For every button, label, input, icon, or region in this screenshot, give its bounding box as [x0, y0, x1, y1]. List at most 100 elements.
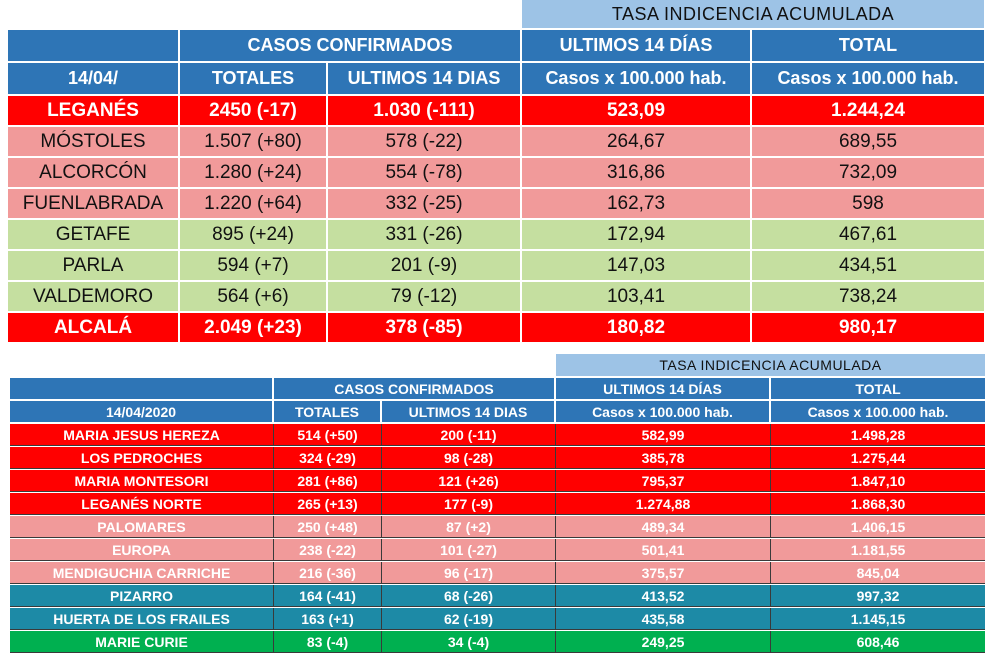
cell-tasa-total: 1.145,15: [771, 608, 985, 630]
t2-header-ultimos-14: ULTIMOS 14 DIAS: [382, 401, 556, 422]
cell-totales: 83 (-4): [274, 631, 382, 653]
cell-totales: 895 (+24): [180, 220, 328, 249]
cell-tasa-14: 523,09: [522, 96, 752, 125]
t1-header-casos-confirmados: CASOS CONFIRMADOS: [180, 30, 522, 61]
cell-ultimos-14: 331 (-26): [328, 220, 522, 249]
cell-name: LEGANÉS: [8, 96, 180, 125]
cell-name: EUROPA: [10, 539, 274, 561]
cell-tasa-total: 1.275,44: [771, 447, 985, 469]
cell-ultimos-14: 578 (-22): [328, 127, 522, 156]
cell-tasa-total: 689,55: [752, 127, 984, 156]
cell-ultimos-14: 101 (-27): [382, 539, 556, 561]
cell-ultimos-14: 201 (-9): [328, 251, 522, 280]
cell-name: LEGANÉS NORTE: [10, 493, 274, 515]
cell-tasa-14: 316,86: [522, 158, 752, 187]
cell-tasa-total: 434,51: [752, 251, 984, 280]
cell-totales: 324 (-29): [274, 447, 382, 469]
table-row: ALCORCÓN 1.280 (+24) 554 (-78) 316,86 732,09: [8, 158, 984, 187]
cell-ultimos-14: 87 (+2): [382, 516, 556, 538]
cell-ultimos-14: 554 (-78): [328, 158, 522, 187]
cell-name: ALCORCÓN: [8, 158, 180, 187]
cell-ultimos-14: 177 (-9): [382, 493, 556, 515]
table-row: EUROPA 238 (-22) 101 (-27) 501,41 1.181,55: [10, 539, 985, 561]
cell-name: MARIA MONTESORI: [10, 470, 274, 492]
cell-tasa-total: 1.868,30: [771, 493, 985, 515]
table-row: PALOMARES 250 (+48) 87 (+2) 489,34 1.406,15: [10, 516, 985, 538]
cell-tasa-total: 1.406,15: [771, 516, 985, 538]
cell-ultimos-14: 121 (+26): [382, 470, 556, 492]
cell-name: MÓSTOLES: [8, 127, 180, 156]
t2-incidence-header: TASA INDICENCIA ACUMULADA: [556, 354, 985, 376]
cell-tasa-14: 180,82: [522, 313, 752, 342]
t2-header-row-2: 14/04/2020 TOTALES ULTIMOS 14 DIAS Casos…: [10, 401, 985, 422]
cell-tasa-14: 582,99: [556, 424, 771, 446]
t2-header-casos-100k-14: Casos x 100.000 hab.: [556, 401, 771, 422]
cell-ultimos-14: 62 (-19): [382, 608, 556, 630]
cell-tasa-14: 501,41: [556, 539, 771, 561]
cell-totales: 163 (+1): [274, 608, 382, 630]
cell-tasa-total: 1.244,24: [752, 96, 984, 125]
cell-tasa-total: 608,46: [771, 631, 985, 653]
table-row: LEGANÉS 2450 (-17) 1.030 (-111) 523,09 1.244…: [8, 96, 984, 125]
t2-header-empty: [10, 378, 274, 399]
table-row: GETAFE 895 (+24) 331 (-26) 172,94 467,61: [8, 220, 984, 249]
cell-tasa-total: 467,61: [752, 220, 984, 249]
cell-name: MARIA JESUS HEREZA: [10, 424, 274, 446]
table-row: LEGANÉS NORTE 265 (+13) 177 (-9) 1.274,88 1.…: [10, 493, 985, 515]
cell-totales: 265 (+13): [274, 493, 382, 515]
t2-header-total: TOTAL: [771, 378, 985, 399]
cell-name: LOS PEDROCHES: [10, 447, 274, 469]
cell-tasa-14: 795,37: [556, 470, 771, 492]
table-row: HUERTA DE LOS FRAILES 163 (+1) 62 (-19) 435…: [10, 608, 985, 630]
cell-ultimos-14: 200 (-11): [382, 424, 556, 446]
t1-header-ultimos-14: ULTIMOS 14 DIAS: [328, 63, 522, 94]
cell-totales: 564 (+6): [180, 282, 328, 311]
t1-header-empty: [8, 30, 180, 61]
t1-header-casos-100k-14: Casos x 100.000 hab.: [522, 63, 752, 94]
t2-header-date: 14/04/2020: [10, 401, 274, 422]
t2-header-totales: TOTALES: [274, 401, 382, 422]
cell-tasa-total: 732,09: [752, 158, 984, 187]
cell-totales: 250 (+48): [274, 516, 382, 538]
cell-tasa-14: 1.274,88: [556, 493, 771, 515]
cell-totales: 514 (+50): [274, 424, 382, 446]
cell-totales: 216 (-36): [274, 562, 382, 584]
cell-ultimos-14: 1.030 (-111): [328, 96, 522, 125]
t1-header-row-1: CASOS CONFIRMADOS ULTIMOS 14 DÍAS TOTAL: [8, 30, 984, 61]
cell-tasa-total: 980,17: [752, 313, 984, 342]
cell-ultimos-14: 79 (-12): [328, 282, 522, 311]
t2-header-row-1: CASOS CONFIRMADOS ULTIMOS 14 DÍAS TOTAL: [10, 378, 985, 399]
cell-tasa-total: 997,32: [771, 585, 985, 607]
cell-totales: 1.507 (+80): [180, 127, 328, 156]
cell-name: ALCALÁ: [8, 313, 180, 342]
municipalities-table: TASA INDICENCIA ACUMULADA CASOS CONFIRMA…: [8, 0, 984, 345]
table-row: MARIA JESUS HEREZA 514 (+50) 200 (-11) 582,…: [10, 424, 985, 446]
cell-name: VALDEMORO: [8, 282, 180, 311]
cell-tasa-total: 845,04: [771, 562, 985, 584]
t1-header-totales: TOTALES: [180, 63, 328, 94]
cell-totales: 1.280 (+24): [180, 158, 328, 187]
cell-name: MARIE CURIE: [10, 631, 274, 653]
cell-tasa-14: 249,25: [556, 631, 771, 653]
t1-header-ultimos-14-dias: ULTIMOS 14 DÍAS: [522, 30, 752, 61]
cell-ultimos-14: 34 (-4): [382, 631, 556, 653]
cell-name: MENDIGUCHIA CARRICHE: [10, 562, 274, 584]
cell-tasa-14: 162,73: [522, 189, 752, 218]
t1-header-total: TOTAL: [752, 30, 984, 61]
cell-tasa-14: 264,67: [522, 127, 752, 156]
t2-header-casos-confirmados: CASOS CONFIRMADOS: [274, 378, 556, 399]
cell-tasa-total: 1.847,10: [771, 470, 985, 492]
t1-header-date: 14/04/: [8, 63, 180, 94]
table-row: MARIA MONTESORI 281 (+86) 121 (+26) 795,37 1…: [10, 470, 985, 492]
cell-ultimos-14: 378 (-85): [328, 313, 522, 342]
cell-tasa-total: 1.498,28: [771, 424, 985, 446]
cell-name: PARLA: [8, 251, 180, 280]
cell-name: FUENLABRADA: [8, 189, 180, 218]
cell-name: PALOMARES: [10, 516, 274, 538]
cell-ultimos-14: 98 (-28): [382, 447, 556, 469]
cell-ultimos-14: 68 (-26): [382, 585, 556, 607]
cell-totales: 238 (-22): [274, 539, 382, 561]
table-row: PARLA 594 (+7) 201 (-9) 147,03 434,51: [8, 251, 984, 280]
table-row: MARIE CURIE 83 (-4) 34 (-4) 249,25 608,46: [10, 631, 985, 653]
cell-ultimos-14: 332 (-25): [328, 189, 522, 218]
